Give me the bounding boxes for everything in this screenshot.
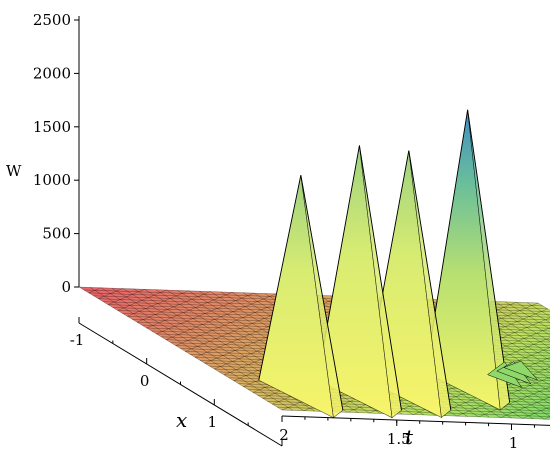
mesh-line-diag: [500, 396, 550, 418]
x-tick-label: 0: [140, 372, 150, 390]
mesh-line-diag: [136, 291, 211, 323]
mesh-line-diag: [107, 289, 145, 305]
ripple-fin: [503, 360, 539, 381]
mesh-line-diag: [146, 292, 233, 329]
w-tick-label: 1000: [33, 171, 71, 189]
w-tick-label: 500: [42, 225, 71, 243]
mesh-line-diag: [127, 290, 189, 317]
axis-labels: W x t: [6, 162, 414, 449]
peak-ridge: [425, 109, 511, 403]
w-tick-label: 0: [61, 278, 71, 296]
w-tick-label: 1500: [33, 118, 71, 136]
x-axis-label: x: [176, 408, 187, 432]
t-tick-label: 1.5: [387, 430, 411, 448]
t-tick-label: 1: [509, 434, 519, 452]
mesh-line-diag: [456, 376, 550, 417]
mesh-line-t: [494, 301, 550, 336]
peak-ridge: [316, 145, 402, 411]
mesh-line-diag: [117, 289, 167, 311]
mesh-line-t: [472, 300, 550, 348]
surface-peaks: [258, 109, 539, 419]
mesh-line-t: [100, 287, 304, 411]
x-tick-label: 1: [208, 413, 218, 431]
w-tick-label: 2500: [33, 11, 71, 29]
peak-ridge: [258, 175, 344, 411]
x-tick-label: -1: [70, 331, 85, 349]
mesh-line-diag: [88, 287, 101, 294]
mesh-line-t: [78, 286, 283, 411]
mesh-line-diag: [156, 292, 254, 335]
mesh-line-diag: [165, 293, 276, 340]
t-axis-label: t: [405, 425, 414, 449]
mesh-line-diag: [522, 406, 550, 419]
w-axis-label: W: [6, 162, 22, 180]
w-tick-label: 2000: [33, 64, 71, 82]
mesh-line-diag: [98, 288, 123, 299]
t-axis-line: [281, 415, 550, 426]
t-tick-label: 2: [279, 426, 289, 444]
